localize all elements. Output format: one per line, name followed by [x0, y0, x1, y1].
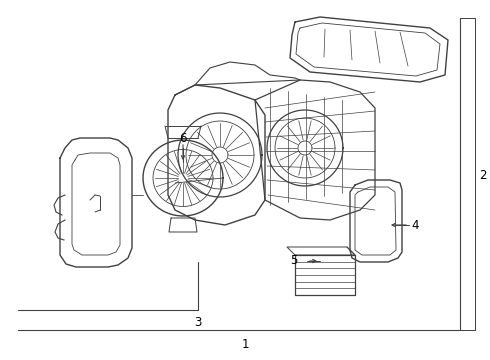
Text: 1: 1: [241, 338, 249, 351]
Text: 3: 3: [195, 315, 202, 328]
Text: 2: 2: [479, 168, 487, 181]
Text: 4: 4: [411, 219, 419, 231]
Text: 6: 6: [179, 131, 187, 144]
Text: 5: 5: [290, 255, 298, 267]
